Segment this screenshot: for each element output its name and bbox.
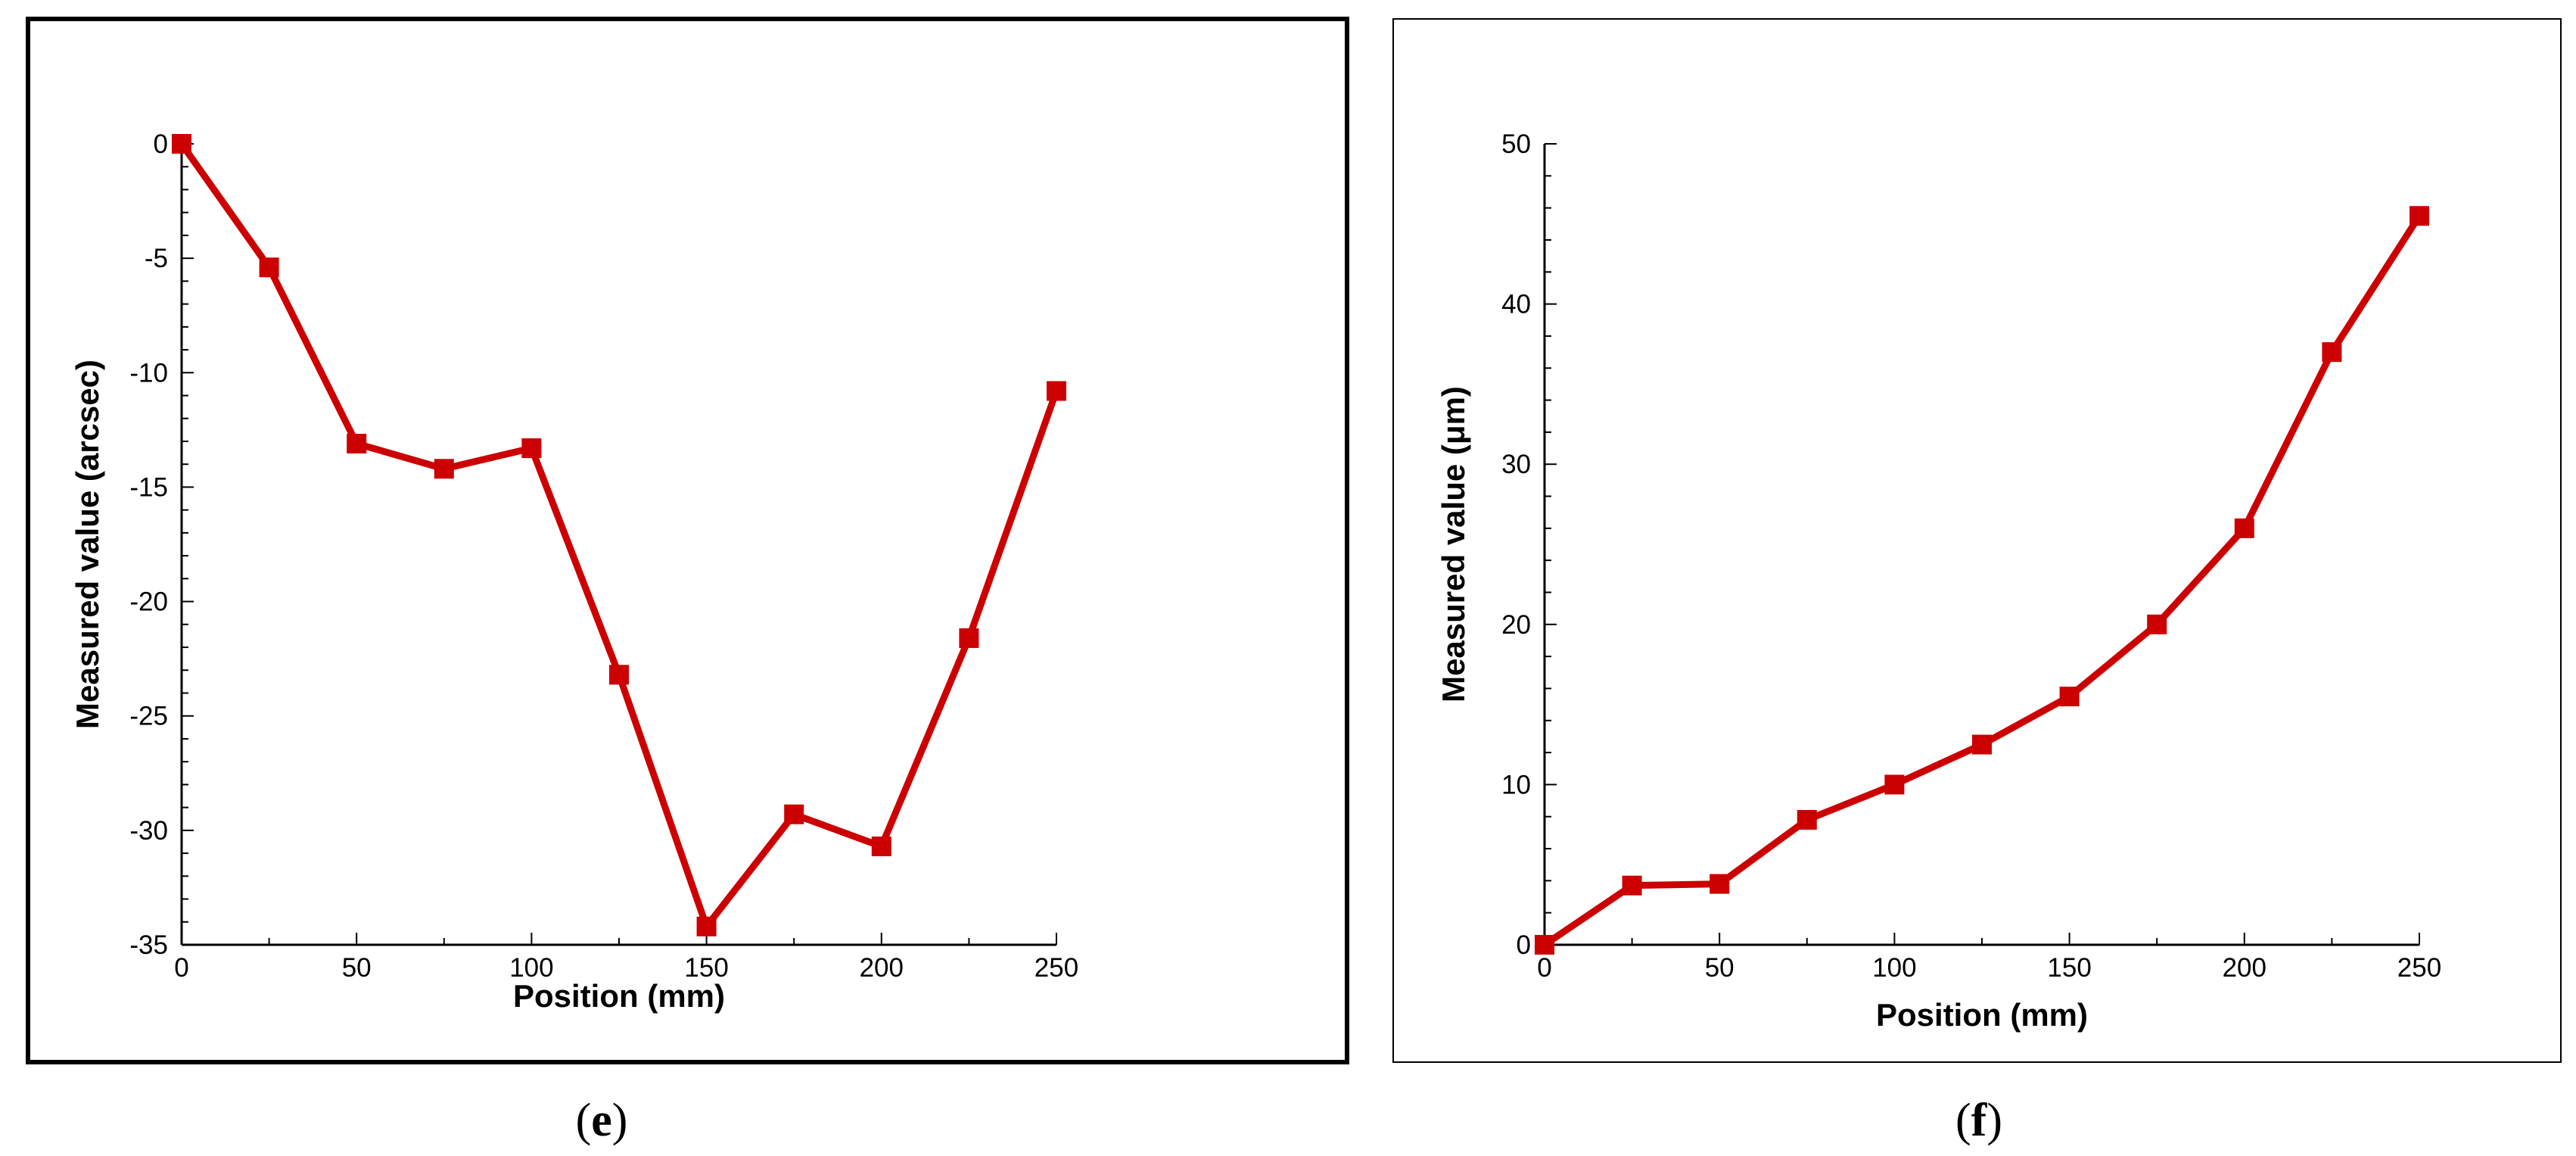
data-point-marker — [347, 433, 367, 453]
data-point-marker — [259, 257, 279, 278]
x-tick-label: 50 — [342, 953, 372, 983]
y-tick-label: 40 — [1501, 290, 1531, 319]
data-point-marker — [609, 665, 629, 685]
y-tick-label: -30 — [129, 816, 168, 846]
x-tick-label: 200 — [2223, 953, 2266, 983]
data-point-marker — [434, 459, 454, 479]
y-tick-label: -35 — [129, 930, 168, 960]
series-line — [1542, 213, 2422, 948]
x-tick-label: 100 — [509, 953, 553, 983]
y-tick-label: 0 — [154, 129, 168, 159]
x-tick-label: 200 — [860, 953, 904, 983]
chart-panel-f: 0 50 100 150 200 250 0 10 20 30 40 50 Position (mm) M… — [1436, 129, 2441, 1033]
data-point-marker — [696, 916, 717, 936]
y-tick-label: -5 — [145, 244, 168, 273]
caption-f: (f) — [1955, 1095, 2002, 1146]
data-point-marker — [1535, 935, 1554, 955]
x-tick-label: 0 — [174, 953, 188, 983]
y-tick-label: -25 — [129, 702, 168, 731]
data-point-marker — [1047, 381, 1066, 401]
data-point-marker — [1622, 875, 1642, 896]
data-point-marker — [521, 438, 542, 459]
data-point-marker — [959, 628, 979, 648]
chart-panel-e: 0 50 100 150 200 250 0 -5 -10 -15 -20 -25 -30 -35 Posi… — [70, 129, 1078, 1014]
data-point-marker — [871, 837, 891, 857]
x-tick-label: 150 — [684, 953, 728, 983]
x-tick-label: 50 — [1705, 953, 1734, 983]
caption-e-letter: e — [591, 1095, 612, 1146]
y-tick-label: -20 — [129, 587, 168, 617]
y-tick-label: -15 — [129, 472, 168, 502]
y-axis-title: Measured value (arcsec) — [70, 360, 105, 729]
data-point-marker — [1972, 734, 1992, 755]
x-tick-label: 250 — [2397, 953, 2441, 983]
data-point-marker — [2059, 687, 2080, 707]
y-tick-label: 30 — [1501, 450, 1531, 479]
data-point-marker — [1797, 809, 1817, 830]
x-tick-label: 250 — [1034, 953, 1078, 983]
series-line — [179, 142, 1060, 930]
data-point-marker — [2147, 614, 2167, 634]
data-point-marker — [2234, 518, 2254, 538]
y-axis-title: Measured value (μm) — [1436, 386, 1471, 703]
data-point-marker — [2322, 342, 2342, 363]
y-tick-label: 0 — [1517, 930, 1531, 960]
caption-f-letter: f — [1971, 1095, 1988, 1146]
y-tick-label: 50 — [1501, 129, 1531, 159]
x-axis-title: Position (mm) — [1876, 997, 2088, 1033]
caption-e: (e) — [576, 1095, 628, 1146]
data-point-marker — [2410, 206, 2429, 226]
x-axis-title: Position (mm) — [513, 978, 725, 1014]
data-point-marker — [172, 134, 191, 154]
panel-e-frame — [26, 17, 1349, 1064]
data-point-marker — [1710, 874, 1730, 894]
x-tick-label: 0 — [1537, 953, 1551, 983]
data-point-marker — [784, 804, 804, 824]
x-tick-label: 100 — [1872, 953, 1916, 983]
data-point-marker — [1884, 774, 1905, 795]
y-tick-label: -10 — [129, 358, 168, 388]
panel-f-frame — [1392, 18, 2562, 1063]
y-tick-label: 10 — [1501, 770, 1531, 799]
x-tick-label: 150 — [2047, 953, 2091, 983]
y-tick-label: 20 — [1501, 610, 1531, 640]
